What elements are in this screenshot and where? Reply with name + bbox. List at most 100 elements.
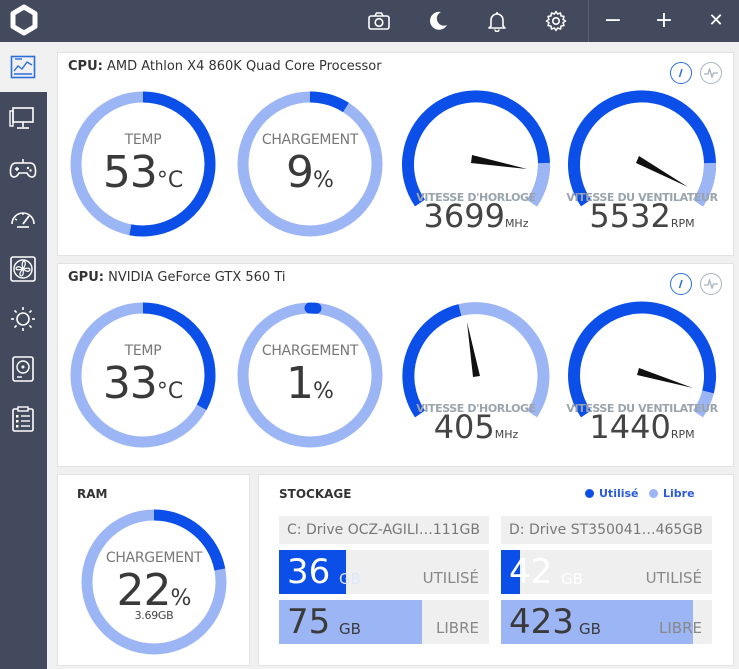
drive-c-free-unit: GB — [339, 620, 361, 638]
gpu-prefix: GPU: — [68, 270, 104, 285]
pulse-icon[interactable] — [700, 62, 722, 84]
gpu-clock-speedometer: VITESSE D'HORLOGE 405MHz — [400, 298, 552, 458]
cpu-fan-speedometer: VITESSE DU VENTILATEUR 5532RPM — [566, 87, 718, 247]
info-icon[interactable] — [670, 62, 692, 84]
ram-load-ring — [81, 509, 227, 655]
drive-d-free-word: LIBRE — [659, 619, 702, 637]
cpu-fan-value: 5532RPM — [566, 197, 718, 235]
ram-used-amount: 3.69GB — [134, 609, 174, 622]
gpu-fan-speedometer: VITESSE DU VENTILATEUR 1440RPM — [566, 298, 718, 458]
drive-c-free-word: LIBRE — [436, 619, 479, 637]
drive-c-used-unit: GB — [339, 570, 361, 588]
monitor-icon[interactable] — [8, 104, 38, 134]
close-button[interactable]: ✕ — [708, 9, 724, 31]
drive-d-used-value: 42 — [509, 552, 553, 592]
legend-used-dot — [585, 489, 594, 498]
gpu-temp-gauge: TEMP 33°C — [68, 300, 218, 450]
cpu-temp-number: 53 — [102, 147, 158, 198]
gpu-load-gauge: CHARGEMENT 1% — [235, 300, 385, 450]
cpu-load-ring — [237, 91, 383, 237]
minimize-button[interactable]: − — [603, 7, 623, 33]
gpu-clock-value: 405MHz — [400, 408, 552, 446]
storage-title: STOCKAGE — [279, 487, 352, 501]
drive-c-used-value: 36 — [287, 552, 331, 592]
cpu-temp-unit: °C — [156, 168, 184, 193]
cpu-prefix: CPU: — [68, 59, 103, 74]
bell-icon[interactable] — [484, 8, 510, 34]
storage-card: STOCKAGE Utilisé Libre C: Drive OCZ-AGIL… — [258, 474, 734, 666]
pulse-icon[interactable] — [700, 273, 722, 295]
title-bar: − + ✕ — [0, 0, 739, 42]
cpu-temp-label: TEMP — [124, 132, 162, 148]
ram-load-number: 22 — [116, 565, 172, 616]
info-icon[interactable] — [670, 273, 692, 295]
hard-disk-icon[interactable] — [8, 354, 38, 384]
gamepad-icon[interactable] — [8, 154, 38, 184]
gear-icon[interactable] — [543, 8, 569, 34]
gpu-load-value: 1% — [235, 358, 385, 409]
drive-c-used-bar: 36 GB UTILISÉ — [279, 550, 489, 594]
ram-title: RAM — [77, 487, 108, 501]
cpu-clock-number: 3699 — [423, 197, 505, 235]
drive-d-free-fill — [501, 600, 693, 644]
legend-free: Libre — [649, 487, 695, 500]
drive-d-used-fill — [501, 550, 520, 594]
gpu-load-number: 1 — [286, 358, 314, 409]
cpu-title: CPU: AMD Athlon X4 860K Quad Core Proces… — [68, 59, 382, 74]
cpu-load-value: 9% — [235, 147, 385, 198]
fan-icon[interactable] — [8, 254, 38, 284]
gpu-fan-unit: RPM — [670, 428, 695, 441]
gpu-clock-unit: MHz — [494, 428, 519, 441]
maximize-button[interactable]: + — [654, 7, 674, 33]
sidebar — [0, 42, 47, 669]
cpu-card: CPU: AMD Athlon X4 860K Quad Core Proces… — [57, 52, 734, 256]
ram-load-value: 22% — [79, 565, 229, 616]
cpu-load-unit: % — [313, 168, 334, 193]
ram-load-label: CHARGEMENT — [105, 550, 203, 566]
drive-d-free-unit: GB — [579, 620, 601, 638]
clipboard-icon[interactable] — [8, 404, 38, 434]
gpu-card: GPU: NVIDIA GeForce GTX 560 Ti TEMP 33°C… — [57, 263, 734, 467]
cpu-temp-ring — [70, 91, 216, 237]
brightness-icon[interactable] — [8, 304, 38, 334]
drive-d-free-value: 423 — [509, 602, 574, 642]
camera-icon[interactable] — [366, 8, 392, 34]
drive-c-free-fill — [279, 600, 422, 644]
moon-icon[interactable] — [425, 8, 451, 34]
gpu-fan-label: VITESSE DU VENTILATEUR — [566, 402, 718, 415]
drive-d-used-bar: 42 GB UTILISÉ — [501, 550, 712, 594]
cpu-temp-gauge: TEMP 53°C — [68, 89, 218, 239]
drive-c-free-bar: 75 GB LIBRE — [279, 600, 489, 644]
drive-d-free-bar: 423 GB LIBRE — [501, 600, 712, 644]
legend-used: Utilisé — [585, 487, 639, 500]
gpu-clock-dial — [402, 302, 550, 418]
gpu-temp-number: 33 — [102, 358, 158, 409]
speedometer-icon[interactable] — [8, 204, 38, 234]
dashboard-icon — [8, 52, 38, 82]
cpu-fan-label: VITESSE DU VENTILATEUR — [566, 191, 718, 204]
cpu-clock-label: VITESSE D'HORLOGE — [416, 191, 536, 204]
legend-free-dot — [649, 489, 658, 498]
cpu-temp-value: 53°C — [68, 147, 218, 198]
gpu-clock-label: VITESSE D'HORLOGE — [416, 402, 536, 415]
drive-d-used-unit: GB — [561, 570, 583, 588]
gpu-temp-ring — [70, 302, 216, 448]
sidebar-item-dashboard[interactable] — [0, 42, 47, 92]
cpu-load-number: 9 — [286, 147, 314, 198]
gpu-temp-unit: °C — [156, 379, 184, 404]
drive-d-name: D: Drive ST350041…465GB — [501, 516, 712, 544]
gpu-load-ring — [237, 302, 383, 448]
drive-d-used-word: UTILISÉ — [645, 569, 702, 587]
gpu-fan-number: 1440 — [589, 408, 671, 446]
ram-load-unit: % — [170, 586, 192, 611]
cpu-clock-value: 3699MHz — [400, 197, 552, 235]
cpu-fan-number: 5532 — [589, 197, 671, 235]
gpu-temp-value: 33°C — [68, 358, 218, 409]
gpu-load-unit: % — [313, 379, 334, 404]
gpu-clock-number: 405 — [433, 408, 495, 446]
drive-c-free-value: 75 — [287, 602, 331, 642]
drive-c-used-word: UTILISÉ — [422, 569, 479, 587]
ram-card: RAM CHARGEMENT 22% 3.69GB — [57, 474, 250, 666]
drive-c-used-fill — [279, 550, 347, 594]
legend-used-label: Utilisé — [599, 487, 639, 500]
